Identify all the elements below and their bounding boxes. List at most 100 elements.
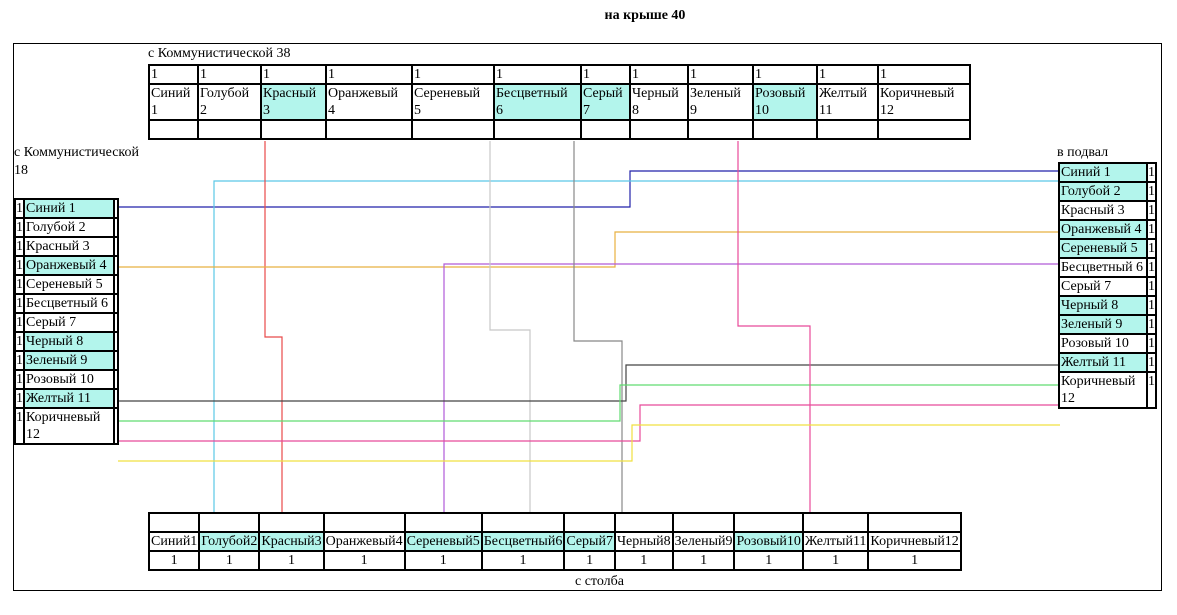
top-pin-cell: Розовый 10 bbox=[752, 83, 818, 121]
top-pin-number: 1 bbox=[411, 64, 495, 85]
right-pin-number: 1 bbox=[1146, 276, 1157, 297]
left-extra-cell bbox=[113, 236, 119, 257]
left-pin-name: Желтый 11 bbox=[23, 388, 115, 409]
bottom-empty-cell bbox=[563, 512, 616, 533]
right-pin-name: Коричневый 12 bbox=[1058, 371, 1148, 409]
top-empty-cell bbox=[148, 119, 199, 140]
wire-blue bbox=[118, 170, 1060, 208]
top-pin-number: 1 bbox=[877, 64, 971, 85]
top-pin-number: 1 bbox=[687, 64, 754, 85]
right-pin-number: 1 bbox=[1146, 257, 1157, 278]
top-pin-color: Розовый bbox=[755, 86, 806, 101]
bottom-pin-name: Зеленый9 bbox=[671, 531, 736, 552]
left-extra-cell bbox=[113, 369, 119, 390]
top-pin-index: 11 bbox=[819, 103, 833, 118]
top-pin-cell: Бесцветный 6 bbox=[493, 83, 582, 121]
left-pin-number: 1 bbox=[14, 293, 25, 314]
bottom-pin-number: 1 bbox=[198, 550, 261, 571]
top-pin-cell: Голубой 2 bbox=[197, 83, 262, 121]
wire-orange bbox=[118, 231, 1060, 268]
bottom-pin-number: 1 bbox=[403, 550, 483, 571]
left-row: 1 Розовый 10 bbox=[14, 369, 119, 390]
bottom-pin-number: 1 bbox=[801, 550, 870, 571]
right-pin-number: 1 bbox=[1146, 295, 1157, 316]
top-empty-cell bbox=[493, 119, 582, 140]
top-empty-cell bbox=[197, 119, 262, 140]
wire-violet bbox=[443, 263, 1060, 512]
bottom-empty-cell bbox=[480, 512, 566, 533]
left-row: 1 Зеленый 9 bbox=[14, 350, 119, 371]
top-pin-index: 4 bbox=[328, 103, 335, 118]
right-row: Розовый 10 1 bbox=[1058, 333, 1157, 354]
right-pin-name: Красный 3 bbox=[1058, 200, 1148, 221]
right-pin-number: 1 bbox=[1146, 314, 1157, 335]
left-pin-name: Черный 8 bbox=[23, 331, 115, 352]
top-pin-color: Красный bbox=[263, 86, 317, 101]
bottom-pin-name: Синий1 bbox=[147, 531, 201, 552]
top-empty-cell bbox=[877, 119, 971, 140]
bottom-empty-cell bbox=[671, 512, 736, 533]
left-extra-cell bbox=[113, 350, 119, 371]
top-empty-cell bbox=[816, 119, 879, 140]
top-pin-index: 8 bbox=[632, 103, 639, 118]
left-pin-name: Красный 3 bbox=[23, 236, 115, 257]
right-pin-name: Зеленый 9 bbox=[1058, 314, 1148, 335]
left-pin-number: 1 bbox=[14, 236, 25, 257]
bottom-pin-name: Розовый10 bbox=[733, 531, 804, 552]
left-row: 1 Оранжевый 4 bbox=[14, 255, 119, 276]
left-row: 1 Синий 1 bbox=[14, 198, 119, 219]
bottom-empty-cell bbox=[322, 512, 406, 533]
top-empty-cell bbox=[325, 119, 413, 140]
top-empty-cell bbox=[260, 119, 327, 140]
top-pin-number: 1 bbox=[629, 64, 689, 85]
top-empty-cell bbox=[580, 119, 631, 140]
wire-cyan bbox=[213, 180, 1060, 512]
bottom-empty-cell bbox=[147, 512, 201, 533]
top-pin-index: 7 bbox=[583, 103, 590, 118]
left-pin-number: 1 bbox=[14, 388, 25, 409]
top-pin-number: 1 bbox=[752, 64, 818, 85]
wire-pink-top bbox=[737, 141, 811, 512]
top-pin-number: 1 bbox=[493, 64, 582, 85]
left-row: 1 Красный 3 bbox=[14, 236, 119, 257]
left-row: 1 Коричневый 12 bbox=[14, 407, 119, 445]
left-extra-cell bbox=[113, 388, 119, 409]
top-pin-cell: Сереневый 5 bbox=[411, 83, 495, 121]
top-pin-number: 1 bbox=[580, 64, 631, 85]
bottom-pin-name: Серый7 bbox=[563, 531, 616, 552]
left-extra-cell bbox=[113, 198, 119, 219]
bottom-pin-name: Голубой2 bbox=[198, 531, 261, 552]
right-pin-name: Сереневый 5 bbox=[1058, 238, 1148, 259]
left-pin-name: Синий 1 bbox=[23, 198, 115, 219]
bottom-empty-cell bbox=[198, 512, 261, 533]
left-pin-name: Оранжевый 4 bbox=[23, 255, 115, 276]
bottom-pin-name: Коричневый12 bbox=[867, 531, 962, 552]
right-pin-name: Серый 7 bbox=[1058, 276, 1148, 297]
right-pin-name: Желтый 11 bbox=[1058, 352, 1148, 373]
top-pin-color: Синий bbox=[151, 86, 191, 101]
right-pin-number: 1 bbox=[1146, 371, 1157, 409]
left-pin-number: 1 bbox=[14, 255, 25, 276]
bottom-empty-cell bbox=[613, 512, 674, 533]
bottom-empty-cell bbox=[867, 512, 962, 533]
left-block-label: с Коммунистической 18 bbox=[14, 145, 140, 178]
bottom-pin-name: Желтый11 bbox=[801, 531, 870, 552]
bottom-pin-number: 1 bbox=[480, 550, 566, 571]
top-pin-number: 1 bbox=[148, 64, 199, 85]
top-empty-cell bbox=[687, 119, 754, 140]
bottom-pin-number: 1 bbox=[733, 550, 804, 571]
wire-pink-left bbox=[118, 404, 1060, 442]
left-extra-cell bbox=[113, 274, 119, 295]
bottom-pin-number: 1 bbox=[258, 550, 325, 571]
left-pin-name: Розовый 10 bbox=[23, 369, 115, 390]
left-pin-number: 1 bbox=[14, 331, 25, 352]
top-pin-index: 2 bbox=[200, 103, 207, 118]
right-pin-number: 1 bbox=[1146, 352, 1157, 373]
top-pin-color: Голубой bbox=[200, 86, 250, 101]
